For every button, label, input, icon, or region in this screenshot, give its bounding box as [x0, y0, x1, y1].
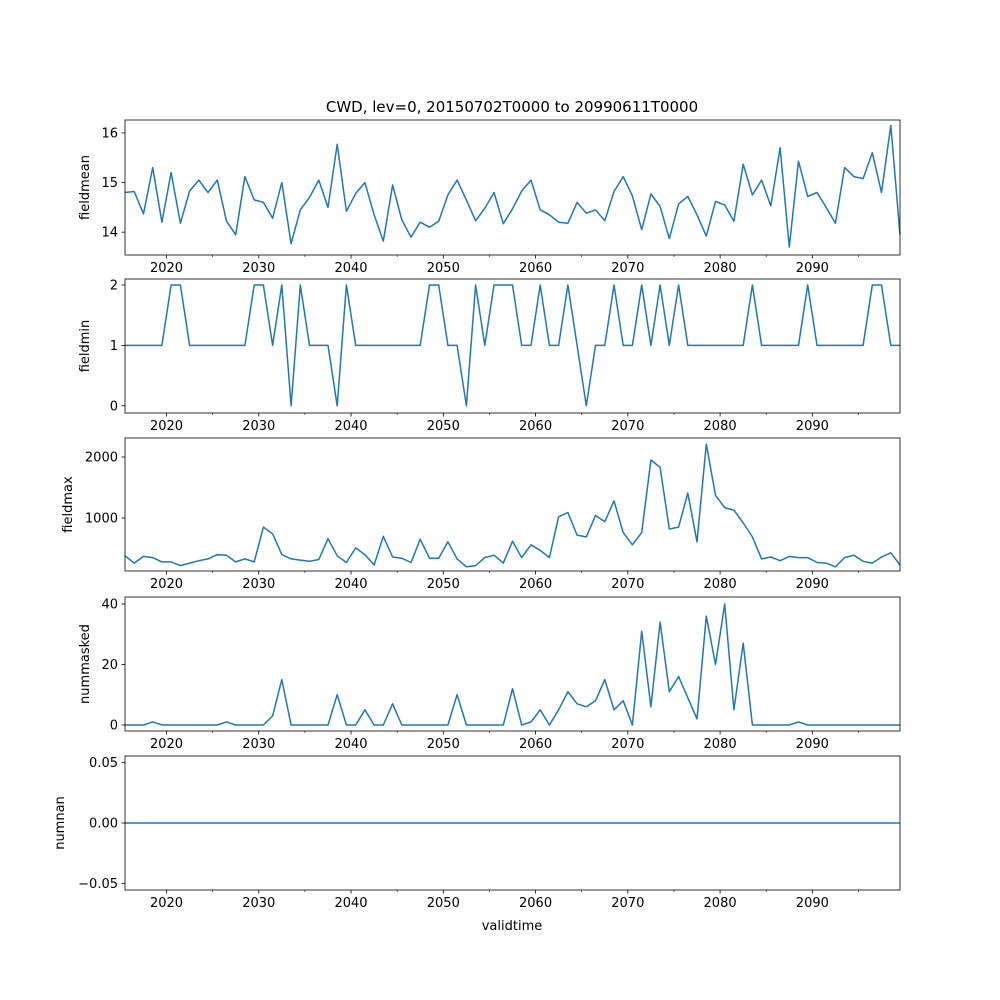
- x-tick-label: 2060: [519, 737, 552, 752]
- x-tick-label: 2070: [611, 261, 644, 276]
- fieldmin-line: [125, 284, 900, 407]
- x-tick-label: 2050: [427, 577, 460, 592]
- x-tick-label: 2040: [334, 577, 367, 592]
- x-tick-label: 2070: [611, 896, 644, 911]
- x-tick-label: 2090: [796, 737, 829, 752]
- panel-fieldmean: 14 15 16 2020 2030 2040 2050 2060 2070 2080 2090 fi…: [78, 119, 901, 276]
- y-axis-label: nummasked: [78, 624, 93, 704]
- axes-frame: [124, 596, 901, 732]
- x-tick-label: 2020: [150, 896, 183, 911]
- x-tick-label: 2050: [427, 419, 460, 434]
- x-tick-label: 2090: [796, 261, 829, 276]
- panel-fieldmin: 0 1 2 2020 2030 2040 2050 2060 2070 2080 2090 field…: [78, 278, 901, 434]
- y-tick-label: 16: [101, 126, 118, 141]
- y-tick-label: 20: [101, 658, 118, 673]
- x-tick-label: 2020: [150, 577, 183, 592]
- y-tick-label: 2000: [85, 450, 118, 465]
- nummasked-line: [125, 603, 900, 726]
- x-tick-label: 2060: [519, 419, 552, 434]
- y-tick-label: 2: [110, 279, 118, 294]
- x-tick-label: 2070: [611, 577, 644, 592]
- x-tick-label: 2060: [519, 577, 552, 592]
- chart-title: CWD, lev=0, 20150702T0000 to 20990611T00…: [326, 98, 698, 116]
- y-axis-label: fieldmin: [78, 320, 93, 373]
- x-tick-label: 2050: [427, 261, 460, 276]
- x-tick-label: 2020: [150, 737, 183, 752]
- y-tick-label: 0.00: [89, 817, 118, 832]
- x-tick-label: 2080: [704, 419, 737, 434]
- x-tick-label: 2080: [704, 261, 737, 276]
- x-tick-label: 2040: [334, 419, 367, 434]
- y-tick-label: 0: [110, 399, 118, 414]
- x-tick-label: 2080: [704, 896, 737, 911]
- x-tick-label: 2030: [242, 419, 275, 434]
- x-tick-label: 2080: [704, 577, 737, 592]
- x-tick-label: 2030: [242, 896, 275, 911]
- fieldmax-line: [124, 443, 901, 568]
- x-tick-label: 2030: [242, 577, 275, 592]
- x-tick-label: 2090: [796, 577, 829, 592]
- panel-numnan: −0.05 0.00 0.05 2020 2030 2040 2050 2060 2070 208…: [53, 755, 901, 911]
- y-tick-label: 0.05: [89, 756, 118, 771]
- x-tick-label: 2050: [427, 896, 460, 911]
- x-tick-label: 2060: [519, 896, 552, 911]
- x-tick-label: 2040: [334, 261, 367, 276]
- x-tick-label: 2090: [796, 419, 829, 434]
- x-tick-label: 2040: [334, 896, 367, 911]
- x-tick-label: 2090: [796, 896, 829, 911]
- x-tick-label: 2030: [242, 261, 275, 276]
- y-tick-label: 40: [101, 597, 118, 612]
- x-tick-label: 2080: [704, 737, 737, 752]
- panel-fieldmax: 1000 2000 2020 2030 2040 2050 2060 2070 2080 2090…: [61, 437, 901, 592]
- y-tick-label: 0: [110, 718, 118, 733]
- x-tick-label: 2070: [611, 419, 644, 434]
- y-tick-label: 15: [101, 176, 118, 191]
- y-tick-label: 1: [110, 339, 118, 354]
- y-axis-label: fieldmean: [78, 155, 93, 220]
- axes-frame: [124, 119, 901, 256]
- y-tick-label: 14: [101, 226, 118, 241]
- y-axis-label: fieldmax: [61, 476, 76, 533]
- y-axis-label: numnan: [53, 796, 68, 850]
- fieldmean-line: [124, 124, 901, 248]
- y-tick-label: −0.05: [78, 877, 118, 892]
- y-tick-label: 1000: [85, 511, 118, 526]
- x-tick-label: 2020: [150, 419, 183, 434]
- axes-frame: [124, 278, 901, 414]
- x-tick-label: 2040: [334, 737, 367, 752]
- x-tick-label: 2070: [611, 737, 644, 752]
- axes-frame: [124, 437, 901, 572]
- x-axis-label: validtime: [482, 919, 543, 934]
- x-tick-label: 2050: [427, 737, 460, 752]
- x-tick-label: 2030: [242, 737, 275, 752]
- x-tick-label: 2020: [150, 261, 183, 276]
- x-tick-label: 2060: [519, 261, 552, 276]
